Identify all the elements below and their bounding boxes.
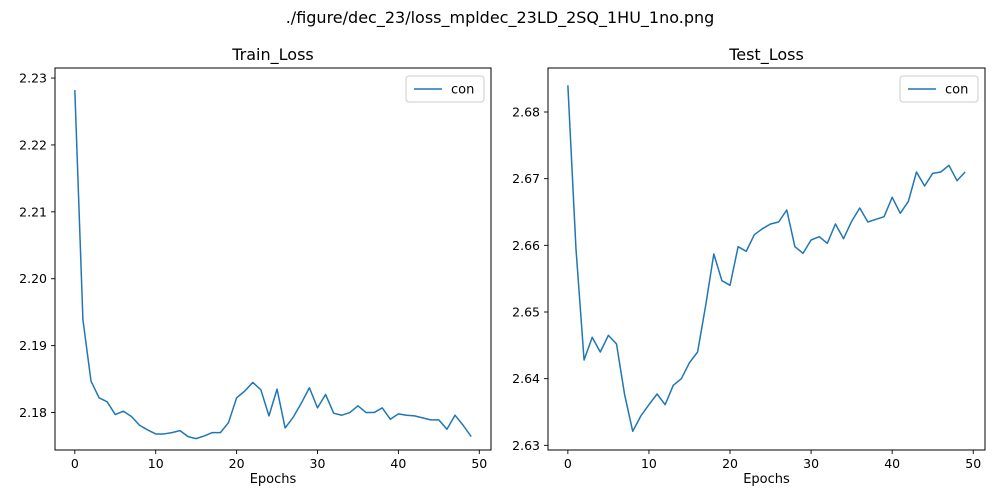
x-tick-label: 50 <box>471 456 487 471</box>
y-tick-label: 2.68 <box>512 105 540 120</box>
series-line-con <box>74 90 472 440</box>
train-loss-panel: Train_Loss Epochs con 0 10 20 30 40 50 2.18 2.1… <box>19 45 492 487</box>
x-tick-label: 0 <box>564 456 572 471</box>
x-tick-label: 50 <box>965 456 981 471</box>
y-tick-label: 2.20 <box>19 271 47 286</box>
legend-box <box>405 75 485 103</box>
y-tick-label: 2.67 <box>512 171 540 186</box>
y-tick-label: 2.65 <box>512 305 540 320</box>
x-tick-label: 30 <box>803 456 819 471</box>
y-tick-label: 2.21 <box>19 204 47 219</box>
x-tick-label: 30 <box>310 456 326 471</box>
test-loss-panel: Test_Loss Epochs con 0 10 20 30 40 50 2.63 2.64… <box>512 45 986 487</box>
x-tick-label: 0 <box>71 456 79 471</box>
x-tick-label: 10 <box>641 456 657 471</box>
y-tick-label: 2.23 <box>19 71 47 86</box>
axes-frame <box>547 67 986 451</box>
axes-frame <box>54 67 492 451</box>
y-tick-label: 2.63 <box>512 438 540 453</box>
x-tick-label: 20 <box>229 456 245 471</box>
x-tick-label: 40 <box>884 456 900 471</box>
figure-suptitle: ./figure/dec_23/loss_mpldec_23LD_2SQ_1HU… <box>286 8 715 28</box>
series-line-con <box>567 85 966 433</box>
x-tick-label: 10 <box>148 456 164 471</box>
legend-label: con <box>451 83 474 98</box>
y-tick-label: 2.64 <box>512 371 540 386</box>
train-loss-title: Train_Loss <box>231 45 313 65</box>
test-loss-legend: con <box>899 75 979 103</box>
test-loss-title: Test_Loss <box>728 45 804 65</box>
legend-label: con <box>945 83 968 98</box>
y-tick-label: 2.18 <box>19 405 47 420</box>
x-tick-label: 40 <box>390 456 406 471</box>
train-loss-legend: con <box>405 75 485 103</box>
x-tick-label: 20 <box>722 456 738 471</box>
train-loss-x-axis-label: Epochs <box>250 472 297 487</box>
test-loss-x-axis-label: Epochs <box>743 472 790 487</box>
y-tick-label: 2.19 <box>19 338 47 353</box>
legend-box <box>899 75 979 103</box>
y-tick-label: 2.22 <box>19 137 47 152</box>
y-tick-label: 2.66 <box>512 238 540 253</box>
